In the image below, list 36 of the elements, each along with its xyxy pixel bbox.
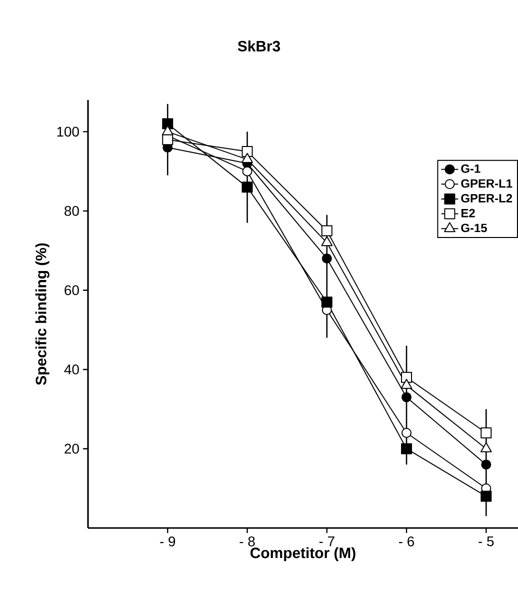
point: [162, 134, 174, 146]
point: [480, 427, 492, 438]
point: [480, 490, 492, 502]
x-tick-label: - 7: [319, 536, 334, 546]
point: [321, 236, 333, 246]
chart-title: SkBr3: [238, 40, 280, 52]
x-tick-label: - 9: [160, 536, 176, 546]
legend-label: GPER-L2: [461, 194, 512, 202]
legend-label: G-15: [461, 224, 487, 232]
y-tick-label: 20: [64, 444, 79, 454]
point: [321, 225, 332, 236]
point: [242, 182, 253, 193]
point: [242, 166, 252, 176]
y-tick-label: 80: [64, 206, 79, 216]
point: [402, 428, 412, 438]
legend-label: GPER-L1: [461, 179, 512, 188]
point: [402, 392, 412, 402]
y-tick-label: 60: [64, 285, 79, 296]
point: [401, 443, 412, 454]
point: [400, 378, 412, 389]
point: [242, 146, 253, 158]
y-tick-label: 100: [57, 126, 79, 137]
point: [322, 254, 332, 264]
legend-label: G-1: [461, 164, 480, 173]
point: [401, 372, 412, 383]
x-tick-label: - 8: [240, 536, 255, 546]
y-tick-label: 40: [64, 364, 79, 374]
legend-label: E2: [461, 208, 475, 218]
y-axis-title: Specific binding (%): [35, 243, 50, 385]
point: [480, 442, 492, 452]
x-tick-label: - 6: [399, 536, 414, 546]
x-tick-label: - 5: [478, 536, 494, 546]
x-axis-title: Competitor (M): [250, 547, 356, 562]
point: [321, 296, 332, 308]
point: [481, 460, 492, 470]
point: [162, 118, 174, 130]
